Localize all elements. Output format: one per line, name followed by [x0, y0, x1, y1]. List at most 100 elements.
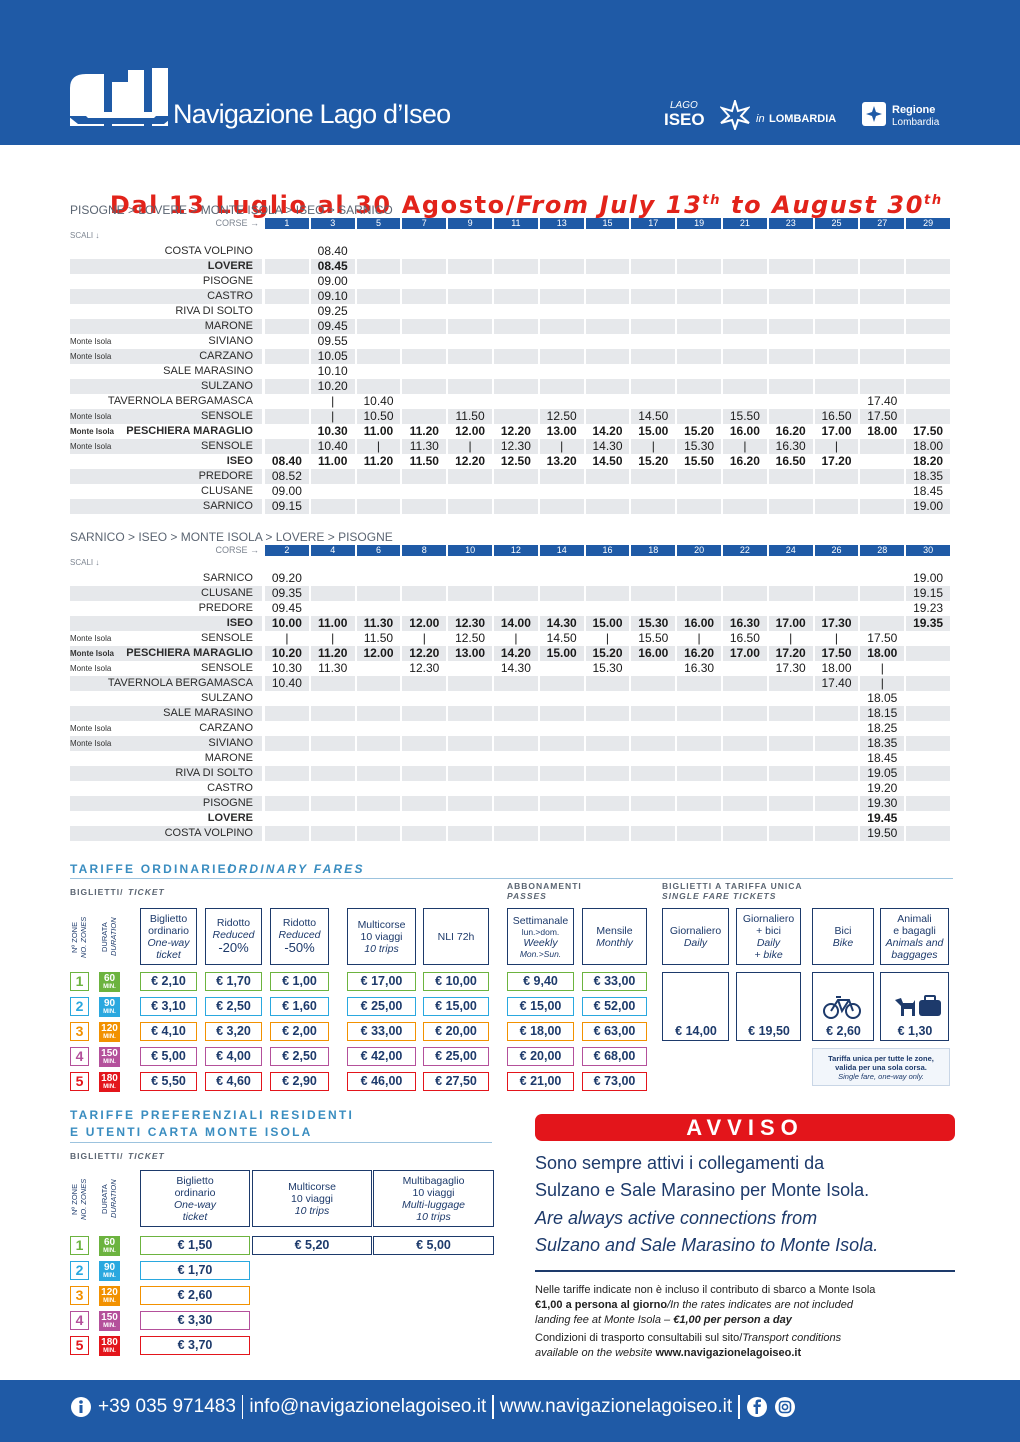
row-stripe: [70, 349, 262, 364]
cell: [402, 796, 447, 811]
cell: [539, 319, 584, 334]
cell: [539, 706, 584, 721]
note-line: landing fee at Monte Isola – €1,00 per p…: [535, 1314, 792, 1326]
cell: [448, 676, 492, 691]
cell: [265, 319, 309, 334]
cell: [310, 736, 355, 751]
time: 12.30: [455, 616, 486, 630]
duration-unit: MIN.: [103, 1058, 116, 1065]
cell: [631, 319, 676, 334]
price: € 3,70: [140, 1336, 250, 1355]
corsa-number: 28: [860, 545, 905, 556]
time: 10.20: [317, 379, 348, 393]
corsa-number: 17: [631, 218, 676, 229]
time: 17.40: [867, 394, 898, 408]
cell: [631, 349, 676, 364]
fare-header-box: Mensile Monthly: [582, 908, 647, 965]
price: € 63,00: [582, 1022, 647, 1041]
zone-label: Monte Isola: [70, 412, 112, 421]
cell: [677, 289, 721, 304]
cell: [677, 676, 721, 691]
price: € 42,00: [347, 1047, 416, 1066]
fare-header-text: Biglietto: [176, 1174, 214, 1187]
cell: [356, 469, 401, 484]
zone-number: 4: [70, 1311, 89, 1330]
cell: [356, 379, 401, 394]
corsa-number: 5: [356, 218, 401, 229]
cell: [356, 766, 401, 781]
cell: [906, 826, 950, 841]
duration-minutes: 60: [103, 1236, 116, 1248]
cell: [494, 469, 538, 484]
stop-name: PESCHIERA MARAGLIO: [126, 647, 253, 659]
cell: [585, 736, 630, 751]
cell: [310, 349, 355, 364]
stop-name: CASTRO: [207, 782, 253, 794]
cell: [906, 676, 950, 691]
bike-icon: [823, 996, 861, 1019]
cell: [539, 289, 584, 304]
time: 19.35: [913, 616, 944, 630]
fare-header-text: Ridotto: [216, 917, 251, 930]
fare-header-text: Bike: [832, 936, 854, 949]
cell: [402, 499, 447, 514]
cell: [814, 616, 859, 631]
corsa-number: 3: [310, 218, 355, 229]
cell: [310, 796, 355, 811]
cell: [494, 349, 538, 364]
corsa-number: 14: [539, 545, 584, 556]
time: 10.30: [271, 661, 302, 675]
time: 15.00: [638, 424, 669, 438]
cell: [539, 499, 584, 514]
fare-header-text: + bike: [754, 948, 783, 961]
cell: [402, 289, 447, 304]
scali-label: SCALI ↓: [70, 231, 100, 240]
vertical-header: Nº ZONE: [70, 1183, 79, 1215]
cell: [814, 499, 859, 514]
cell: [768, 499, 813, 514]
cell: [310, 766, 355, 781]
cell: [631, 379, 676, 394]
fare-header-text: Multicorse: [357, 918, 406, 931]
cell: [448, 289, 492, 304]
row-stripe: [70, 646, 262, 661]
fare-header-text: Animali: [897, 912, 932, 925]
cell: [539, 796, 584, 811]
group-label: TICKET: [128, 887, 165, 897]
time: 14.20: [500, 646, 531, 660]
zone-label: Monte Isola: [70, 739, 112, 748]
fare-header-text: ordinario: [148, 924, 189, 937]
duration: 180 MIN.: [99, 1336, 120, 1356]
cell: [768, 439, 813, 454]
single-fare-box: [662, 972, 729, 1041]
footer-band: [0, 1380, 1020, 1442]
cell: [814, 289, 859, 304]
lombardia-star: [720, 100, 750, 130]
cell: [585, 676, 630, 691]
stop-name: RIVA DI SOLTO: [175, 767, 253, 779]
separator: [738, 1395, 740, 1419]
cell: [860, 646, 905, 661]
time: 09.15: [271, 499, 302, 513]
cell: [906, 289, 950, 304]
cell: [585, 826, 630, 841]
cell: [631, 586, 676, 601]
time: 10.10: [317, 364, 348, 378]
cell: [631, 766, 676, 781]
time: 12.30: [409, 661, 440, 675]
cell: [585, 796, 630, 811]
cell: [860, 259, 905, 274]
cell: [402, 319, 447, 334]
fare-header-box: Settimanale lun.>dom. Weekly Mon.>Sun.: [507, 908, 574, 965]
stop-name: PISOGNE: [202, 275, 253, 287]
stop-name: CLUSANE: [201, 485, 253, 497]
cell: [402, 379, 447, 394]
cell: [448, 706, 492, 721]
duration-minutes: 150: [101, 1311, 118, 1323]
avviso-text: Sulzano e Sale Marasino per Monte Isola.: [535, 1180, 870, 1200]
duration-minutes: 120: [101, 1286, 118, 1298]
price: € 1,70: [140, 1261, 250, 1280]
cell: [768, 616, 813, 631]
time: 15.50: [638, 631, 669, 645]
fare-header-text: 10 viaggi: [290, 1192, 334, 1205]
